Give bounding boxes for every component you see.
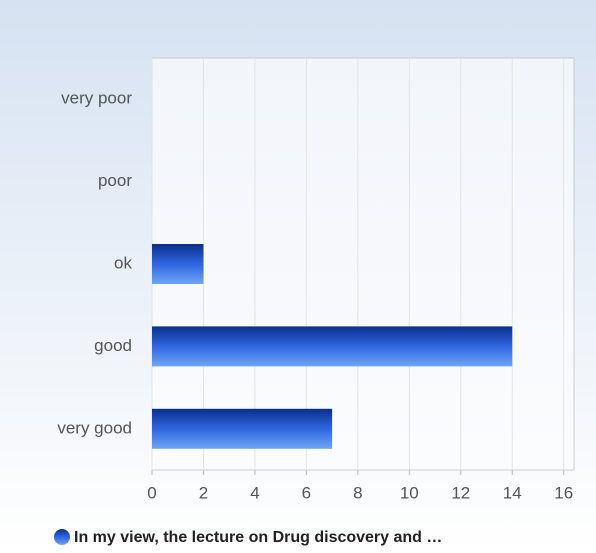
bar xyxy=(152,326,513,367)
x-tick-label: 4 xyxy=(250,483,259,502)
x-tick-label: 6 xyxy=(302,483,311,502)
legend-label: In my view, the lecture on Drug discover… xyxy=(74,529,442,546)
x-tick-label: 2 xyxy=(199,483,208,502)
x-tick-label: 8 xyxy=(353,483,362,502)
x-tick-label: 12 xyxy=(451,483,470,502)
y-tick-label: very good xyxy=(57,418,132,437)
y-tick-label: poor xyxy=(98,171,132,190)
plot-area xyxy=(151,57,575,471)
y-tick-label: good xyxy=(94,336,132,355)
y-tick-label: very poor xyxy=(61,89,132,108)
x-tick-label: 0 xyxy=(147,483,156,502)
bar xyxy=(152,244,204,284)
x-tick-label: 14 xyxy=(503,483,522,502)
bar xyxy=(152,408,333,449)
y-tick-label: ok xyxy=(114,253,132,272)
x-tick-label: 16 xyxy=(554,483,573,502)
x-tick-label: 10 xyxy=(400,483,419,502)
legend-marker xyxy=(54,529,70,545)
